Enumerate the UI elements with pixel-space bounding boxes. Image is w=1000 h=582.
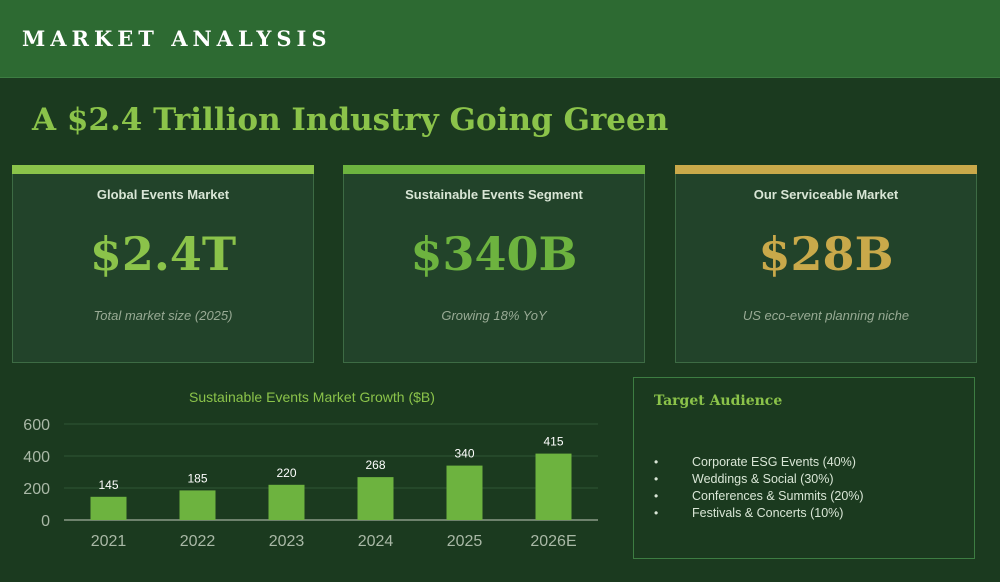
y-tick-label: 600 [23,417,50,434]
bar [268,484,305,520]
chart-title: Sustainable Events Market Growth ($B) [189,389,435,405]
list-item-label: Festivals & Concerts (10%) [692,505,844,520]
card-sustainable-segment: Sustainable Events Segment $340B Growing… [343,165,645,363]
x-tick-label: 2025 [447,533,483,550]
list-item: • Festivals & Concerts (10%) [654,504,864,521]
y-tick-label: 0 [41,513,50,530]
data-label: 145 [98,478,118,492]
card-subtitle: Growing 18% YoY [441,308,547,323]
header-bar: MARKET ANALYSIS [0,0,1000,78]
list-item: • Weddings & Social (30%) [654,470,864,487]
data-label: 220 [276,466,296,480]
bullet-icon: • [654,471,659,486]
card-subtitle: Total market size (2025) [93,308,233,323]
bullet-icon: • [654,505,659,520]
card-label: Our Serviceable Market [753,187,899,202]
headline: A $2.4 Trillion Industry Going Green [32,102,669,138]
card-value: $28B [758,227,894,281]
header-title: MARKET ANALYSIS [22,26,332,51]
target-audience-panel: Target Audience • Corporate ESG Events (4… [633,377,975,559]
card-value: $340B [410,227,578,281]
market-growth-chart: 0 200 400 600 145 2021 185 2022 220 2023 268 2024 34… [23,417,598,550]
data-label: 185 [187,471,207,485]
x-tick-label: 2024 [358,533,394,550]
card-accent-bar [675,165,977,174]
list-item-label: Weddings & Social (30%) [692,471,834,486]
card-global-market: Global Events Market $2.4T Total market … [12,165,314,363]
bullet-icon: • [654,454,659,469]
x-tick-label: 2022 [180,533,216,550]
card-label: Global Events Market [96,187,230,202]
card-serviceable-market: Our Serviceable Market $28B US eco-event… [675,165,977,363]
bar [179,490,216,520]
list-item: • Corporate ESG Events (40%) [654,453,864,470]
bar [446,465,483,520]
x-tick-label: 2026E [530,533,576,550]
x-tick-label: 2021 [91,533,127,550]
card-value: $2.4T [89,227,237,281]
y-tick-label: 400 [23,449,50,466]
bar [535,453,572,520]
data-label: 340 [454,447,474,461]
list-item: • Conferences & Summits (20%) [654,487,864,504]
bar [90,496,127,520]
bullet-icon: • [654,488,659,503]
card-accent-bar [12,165,314,174]
bar [357,477,394,520]
y-tick-label: 200 [23,481,50,498]
data-label: 268 [365,458,385,472]
card-label: Sustainable Events Segment [405,187,583,202]
x-tick-label: 2023 [269,533,305,550]
list-item-label: Corporate ESG Events (40%) [692,454,856,469]
card-subtitle: US eco-event planning niche [742,308,910,323]
audience-list: • Corporate ESG Events (40%) • Weddings & … [654,453,864,521]
data-label: 415 [543,435,563,449]
card-accent-bar [343,165,645,174]
list-item-label: Conferences & Summits (20%) [692,488,864,503]
audience-title: Target Audience [654,393,783,409]
